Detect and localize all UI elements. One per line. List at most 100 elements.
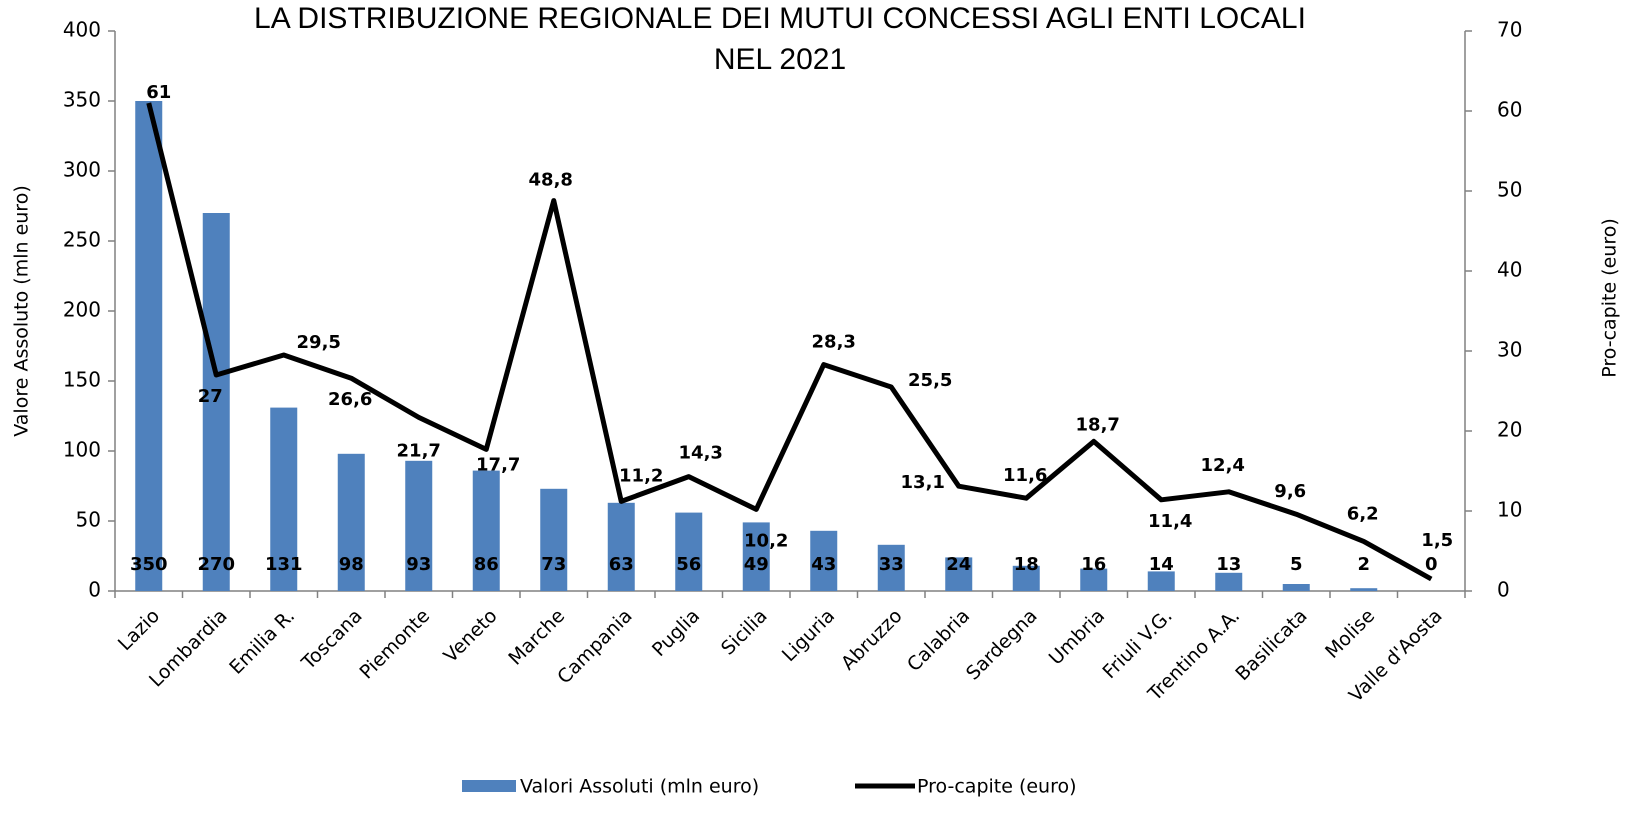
y-tick-label: 200 (63, 298, 101, 322)
bar (270, 407, 298, 591)
bar (742, 522, 770, 591)
data-label: 5 (1290, 554, 1303, 575)
data-label: 73 (541, 554, 566, 575)
data-label: 93 (406, 554, 431, 575)
data-label: 26,6 (328, 389, 372, 410)
bar (1215, 572, 1243, 591)
data-label: 0 (1425, 554, 1438, 575)
bar (1147, 571, 1175, 591)
y2-tick-label: 10 (1497, 498, 1522, 522)
y-tick-label: 100 (63, 438, 101, 462)
bar (1282, 584, 1310, 591)
x-tick-label: Emilia R. (225, 605, 299, 679)
bar (675, 512, 703, 591)
x-tick-label: Abruzzo (837, 605, 907, 675)
data-label: 98 (339, 554, 364, 575)
chart-title: NEL 2021 (714, 43, 846, 76)
data-label: 24 (946, 554, 971, 575)
bar (607, 502, 635, 591)
bar (1012, 565, 1040, 591)
bar (135, 101, 163, 591)
data-label: 86 (474, 554, 499, 575)
x-tick-label: Sicilia (717, 605, 772, 660)
y2-tick-label: 60 (1497, 98, 1522, 122)
data-label: 63 (609, 554, 634, 575)
y2-tick-label: 50 (1497, 178, 1522, 202)
chart-title: LA DISTRIBUZIONE REGIONALE DEI MUTUI CON… (254, 2, 1306, 35)
legend-label: Pro-capite (euro) (917, 776, 1077, 798)
y2-tick-label: 40 (1497, 258, 1522, 282)
x-tick-label: Liguria (778, 605, 839, 666)
y-tick-label: 0 (88, 578, 101, 602)
data-label: 18,7 (1076, 414, 1120, 435)
x-tick-label: Umbria (1045, 605, 1110, 670)
data-label: 9,6 (1274, 481, 1306, 502)
data-label: 29,5 (297, 332, 341, 353)
data-label: 14 (1149, 554, 1174, 575)
data-label: 10,2 (744, 530, 788, 551)
data-label: 61 (146, 82, 171, 103)
x-tick-label: Molise (1321, 605, 1379, 663)
x-tick-label: Lazio (114, 605, 164, 655)
x-tick-label: Calabria (903, 605, 974, 676)
bar (877, 544, 905, 591)
x-tick-label: Sardegna (962, 605, 1042, 685)
data-label: 16 (1081, 554, 1106, 575)
x-tick-label: Basilicata (1231, 605, 1311, 685)
bar (540, 488, 568, 591)
data-label: 11,4 (1148, 511, 1192, 532)
y-tick-label: 300 (63, 158, 101, 182)
x-tick-label: Piemonte (355, 605, 434, 684)
y-axis-label: Valore Assoluto (mln euro) (11, 185, 33, 437)
data-label: 18 (1014, 554, 1039, 575)
y2-tick-label: 70 (1497, 18, 1522, 42)
data-label: 11,6 (1003, 465, 1047, 486)
data-label: 270 (197, 554, 235, 575)
y2-tick-label: 20 (1497, 418, 1522, 442)
data-label: 56 (676, 554, 701, 575)
data-label: 33 (879, 554, 904, 575)
data-label: 43 (811, 554, 836, 575)
data-label: 11,2 (619, 465, 663, 486)
x-tick-label: Marche (504, 605, 569, 670)
x-tick-label: Puglia (648, 605, 704, 661)
data-label: 6,2 (1347, 503, 1379, 524)
x-tick-label: Toscana (297, 605, 367, 675)
bar (810, 530, 838, 591)
y-tick-label: 400 (63, 18, 101, 42)
data-label: 1,5 (1421, 530, 1453, 551)
data-label: 49 (744, 554, 769, 575)
data-label: 25,5 (908, 370, 952, 391)
line (146, 102, 1433, 582)
data-label: 21,7 (397, 440, 441, 461)
y-tick-label: 350 (63, 88, 101, 112)
bar (337, 453, 365, 591)
data-label: 13,1 (901, 472, 945, 493)
data-label: 17,7 (476, 454, 520, 475)
data-label: 12,4 (1201, 455, 1245, 476)
x-tick-label: Veneto (439, 605, 501, 667)
data-label: 48,8 (529, 170, 573, 191)
data-label: 2 (1357, 554, 1370, 575)
y2-tick-label: 30 (1497, 338, 1522, 362)
data-label: 350 (130, 554, 168, 575)
data-label: 131 (265, 554, 303, 575)
y2-tick-label: 0 (1497, 578, 1510, 602)
data-label: 14,3 (679, 443, 723, 464)
bar (405, 460, 433, 591)
bar (472, 470, 500, 591)
data-label: 27 (198, 386, 223, 407)
data-label: 13 (1216, 554, 1241, 575)
bar (202, 213, 230, 591)
data-label: 28,3 (812, 332, 856, 353)
y-tick-label: 50 (76, 508, 101, 532)
bar (945, 557, 973, 591)
y-tick-label: 150 (63, 368, 101, 392)
bar (1350, 588, 1378, 591)
y-tick-label: 250 (63, 228, 101, 252)
legend-swatch (462, 780, 516, 792)
bar (1080, 568, 1108, 591)
legend-label: Valori Assoluti (mln euro) (520, 776, 759, 798)
y2-axis-label: Pro-capite (euro) (1599, 218, 1621, 378)
